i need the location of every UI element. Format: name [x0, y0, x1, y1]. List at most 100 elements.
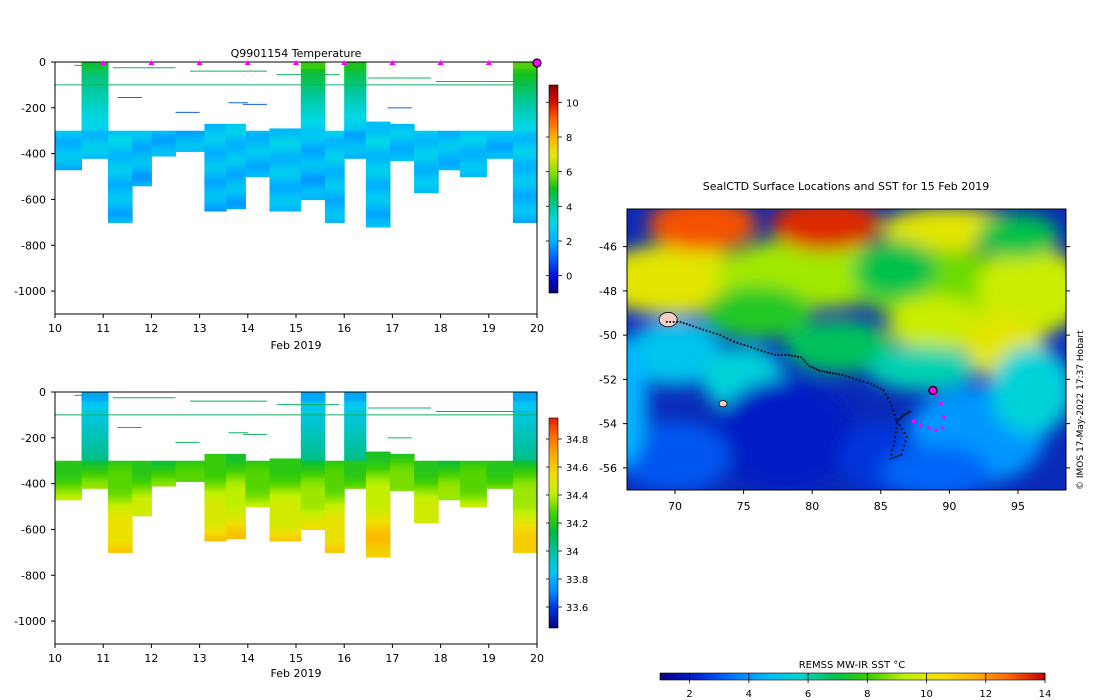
surface-marker-dot	[101, 61, 106, 65]
salinity-cell	[204, 492, 227, 496]
salinity-cell	[55, 483, 83, 487]
temperature-cell	[81, 100, 109, 104]
temperature-cell	[204, 155, 227, 159]
temperature-cell	[81, 135, 109, 139]
track-point	[903, 444, 906, 447]
salinity-cell	[300, 472, 326, 476]
temperature-x-axis: 10 11 12 13 14 15 16 17 18 19 20	[48, 314, 544, 335]
salinity-cell	[344, 421, 367, 425]
temperature-cell	[324, 206, 345, 210]
salinity-cell	[324, 538, 345, 542]
salinity-cell	[204, 508, 227, 512]
track-point	[889, 458, 892, 461]
salinity-cell	[81, 476, 109, 480]
salinity-cell	[438, 485, 461, 489]
temperature-cell	[512, 123, 537, 127]
salinity-cell	[324, 515, 345, 519]
salinity-cell	[512, 520, 537, 524]
temperature-cell	[512, 84, 537, 88]
sst-field	[627, 209, 1066, 490]
salinity-cell	[512, 531, 537, 535]
salinity-cell	[344, 458, 367, 462]
temperature-cell	[300, 185, 326, 189]
temperature-cell	[300, 112, 326, 116]
temperature-cell	[324, 155, 345, 159]
temperature-cell	[512, 204, 537, 207]
sst-blob	[716, 379, 854, 490]
salinity-cell	[245, 479, 270, 482]
salinity-cell	[512, 504, 537, 508]
temperature-cell	[438, 153, 461, 157]
salinity-cell	[226, 522, 246, 526]
salinity-cell	[81, 485, 109, 489]
temperature-cell	[204, 137, 227, 141]
salinity-cell	[300, 398, 326, 402]
temperature-cell	[389, 133, 415, 136]
temperature-cell	[204, 130, 227, 134]
salinity-cell	[269, 492, 302, 496]
salinity-cell	[204, 476, 227, 480]
temperature-cell	[245, 165, 270, 168]
salinity-cell	[204, 501, 227, 505]
temperature-cell	[438, 139, 461, 143]
salinity-cell	[81, 392, 109, 395]
salinity-cell	[344, 435, 367, 439]
salinity-cell	[300, 499, 326, 503]
track-point	[688, 324, 691, 327]
salinity-cell	[324, 529, 345, 533]
colorbar-tick-label: 4	[566, 202, 572, 213]
salinity-cell	[344, 465, 367, 469]
islands	[658, 312, 728, 408]
temperature-cell	[486, 155, 514, 159]
temperature-cell	[324, 153, 345, 157]
salinity-cell	[269, 490, 302, 494]
temperature-cell	[204, 197, 227, 201]
salinity-cell	[414, 483, 439, 487]
track-point	[777, 354, 780, 357]
salinity-cell	[300, 467, 326, 471]
track-point	[760, 349, 763, 352]
temperature-cell	[81, 123, 109, 127]
salinity-cell	[175, 476, 205, 480]
salinity-cell	[324, 495, 345, 498]
temperature-cell	[300, 103, 326, 107]
temperature-cell	[512, 112, 537, 116]
salinity-cell	[226, 474, 246, 478]
temperature-cell	[226, 128, 246, 132]
salinity-cell	[512, 515, 537, 519]
salinity-cell	[300, 527, 326, 531]
temperature-cell	[269, 139, 302, 143]
track-point	[866, 381, 869, 384]
salinity-cell	[365, 458, 391, 462]
temperature-cell	[226, 176, 246, 180]
temperature-cell	[414, 160, 439, 164]
salinity-cell	[324, 481, 345, 485]
salinity-cell	[108, 501, 133, 505]
temperature-cell	[226, 162, 246, 166]
salinity-cell	[269, 474, 302, 478]
temperature-cell	[269, 128, 302, 132]
temperature-cell	[414, 158, 439, 162]
y-tick-label: -400	[21, 148, 46, 161]
salinity-cell	[245, 467, 270, 471]
salinity-cell	[300, 412, 326, 416]
salinity-cell	[512, 543, 537, 547]
temperature-cell	[300, 94, 326, 97]
temperature-cell	[108, 210, 133, 214]
track-point	[820, 370, 823, 373]
salinity-cell	[108, 483, 133, 487]
salinity-cell	[438, 488, 461, 492]
temperature-cell	[414, 155, 439, 159]
temperature-cell	[300, 84, 326, 88]
salinity-cell	[132, 504, 152, 508]
temperature-cell	[204, 162, 227, 166]
temperature-cell	[459, 144, 487, 148]
temperature-cell	[81, 66, 109, 70]
temperature-cell	[132, 155, 152, 159]
temperature-cell	[300, 183, 326, 187]
temperature-cell	[414, 139, 439, 143]
salinity-cell	[365, 536, 391, 540]
temperature-cell	[324, 139, 345, 143]
temperature-cell	[245, 174, 270, 178]
temperature-cell	[389, 139, 415, 143]
